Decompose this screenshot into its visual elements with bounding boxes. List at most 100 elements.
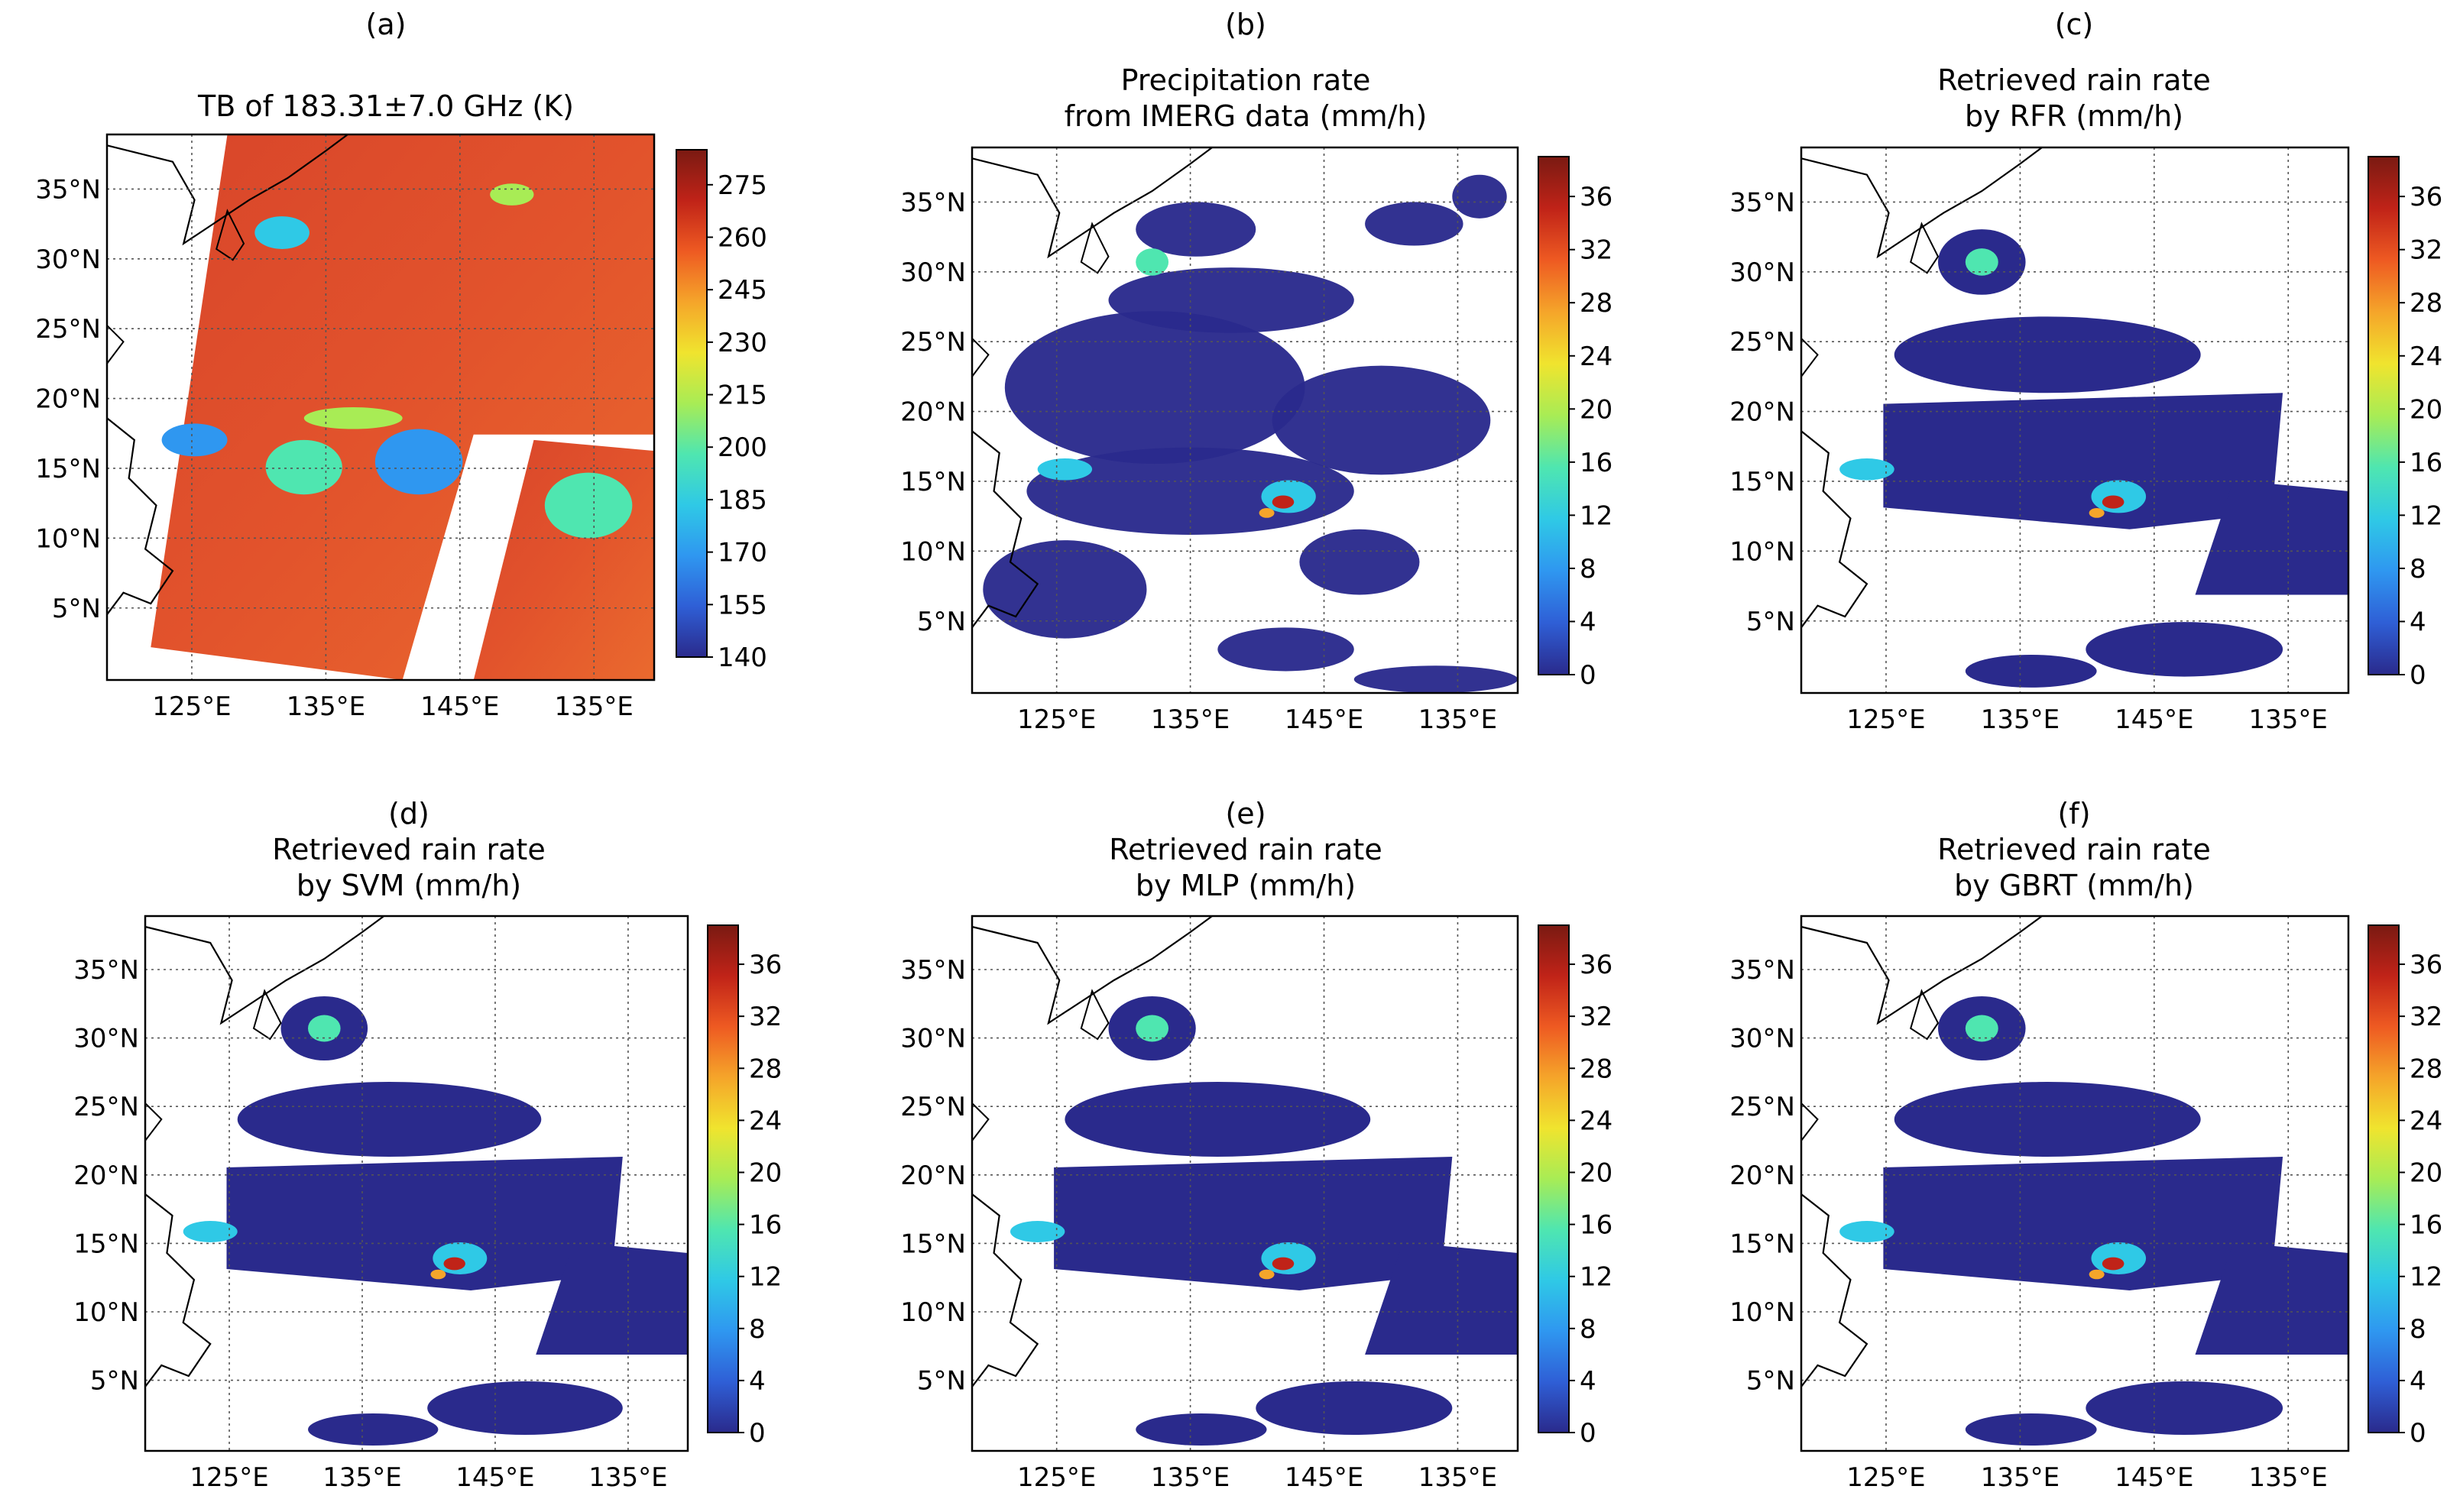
colorbar-tick-label: 0 bbox=[2410, 1418, 2426, 1449]
x-tick-label: 145°E bbox=[1285, 1462, 1363, 1493]
y-tick-label: 35°N bbox=[35, 174, 101, 205]
colorbar-tick-label: 4 bbox=[1580, 1366, 1596, 1397]
colorbar-tick-label: 20 bbox=[1580, 1157, 1612, 1188]
y-tick-label: 10°N bbox=[1729, 536, 1795, 567]
colorbar-tick-label: 155 bbox=[718, 590, 767, 620]
panel-label: (c) bbox=[2055, 8, 2094, 41]
colorbar-tick-label: 28 bbox=[749, 1054, 782, 1084]
panel-title-line: from IMERG data (mm/h) bbox=[1065, 99, 1428, 133]
coastline-kyushu bbox=[216, 209, 245, 261]
map-frame bbox=[971, 146, 1519, 694]
colorbar-tick-label: 24 bbox=[2410, 1106, 2442, 1136]
coastline-kyushu bbox=[1910, 222, 1940, 274]
colorbar-tick-label: 20 bbox=[1580, 394, 1612, 425]
y-tick-label: 5°N bbox=[90, 1366, 139, 1397]
precipitation-field bbox=[1839, 229, 2348, 688]
colorbar-tick-label: 24 bbox=[1580, 342, 1612, 372]
y-tick-label: 15°N bbox=[900, 467, 966, 497]
y-tick-label: 15°N bbox=[1729, 1229, 1795, 1259]
tb-field bbox=[151, 134, 654, 680]
colorbar-tick-label: 260 bbox=[718, 222, 767, 253]
y-tick-label: 5°N bbox=[52, 594, 101, 624]
map-frame bbox=[105, 133, 656, 682]
y-tick-label: 25°N bbox=[900, 327, 966, 358]
y-tick-label: 5°N bbox=[917, 607, 966, 637]
y-tick-label: 35°N bbox=[73, 955, 139, 986]
colorbar-tick-label: 36 bbox=[2410, 950, 2442, 980]
coastline-taiwan bbox=[1800, 338, 1819, 377]
colorbar-tick-label: 36 bbox=[749, 950, 782, 980]
colorbar-tick-label: 8 bbox=[1580, 1314, 1596, 1345]
map-panel-f: 125°E 135°E 145°E 135°E 35°N 30°N 25°N 20°N 15°N… bbox=[1729, 797, 2442, 1493]
colorbar-tick-label: 0 bbox=[749, 1418, 766, 1449]
colorbar-tick-label: 24 bbox=[749, 1106, 782, 1136]
panel-label: (b) bbox=[1225, 8, 1266, 41]
x-tick-label: 135°E bbox=[2249, 1462, 2328, 1493]
x-tick-label: 125°E bbox=[190, 1462, 268, 1493]
precipitation-field bbox=[1839, 996, 2348, 1446]
y-tick-label: 15°N bbox=[1729, 467, 1795, 497]
colorbar bbox=[2368, 924, 2400, 1433]
y-tick-label: 35°N bbox=[1729, 955, 1795, 986]
y-tick-label: 10°N bbox=[900, 1297, 966, 1328]
colorbar bbox=[676, 149, 708, 658]
y-tick-label: 25°N bbox=[900, 1092, 966, 1122]
colorbar bbox=[707, 924, 739, 1433]
colorbar-tick-label: 16 bbox=[1580, 448, 1612, 478]
colorbar-tick-label: 32 bbox=[1580, 1002, 1612, 1032]
colorbar-tick-label: 200 bbox=[718, 432, 767, 463]
y-tick-label: 35°N bbox=[1729, 187, 1795, 218]
coastline-kyushu bbox=[1080, 989, 1110, 1041]
coastline-japan bbox=[971, 147, 1213, 259]
panel-label: (f) bbox=[2057, 797, 2090, 830]
colorbar-tick-label: 4 bbox=[2410, 1366, 2426, 1397]
x-tick-label: 135°E bbox=[1151, 1462, 1230, 1493]
x-tick-label: 135°E bbox=[588, 1462, 667, 1493]
y-tick-label: 5°N bbox=[917, 1366, 966, 1397]
map-frame bbox=[144, 915, 689, 1452]
coastline-taiwan bbox=[144, 1102, 163, 1141]
panel-label: (e) bbox=[1225, 797, 1266, 830]
coastline-philippines bbox=[1800, 430, 1868, 628]
y-tick-label: 30°N bbox=[900, 1024, 966, 1054]
colorbar-tick-label: 12 bbox=[1580, 1262, 1612, 1293]
precipitation-field bbox=[1010, 996, 1518, 1446]
colorbar-tick-label: 32 bbox=[749, 1002, 782, 1032]
y-tick-label: 25°N bbox=[35, 314, 101, 345]
colorbar-tick-label: 36 bbox=[2410, 182, 2442, 212]
y-tick-label: 20°N bbox=[900, 397, 966, 428]
x-tick-label: 125°E bbox=[1846, 704, 1925, 735]
coastline-philippines bbox=[144, 1193, 212, 1387]
y-tick-label: 5°N bbox=[1746, 607, 1795, 637]
colorbar-tick-label: 24 bbox=[2410, 342, 2442, 372]
coastline-philippines bbox=[971, 430, 1039, 628]
x-tick-label: 135°E bbox=[555, 691, 634, 722]
colorbar bbox=[1538, 924, 1570, 1433]
colorbar-tick-label: 185 bbox=[718, 485, 767, 516]
y-tick-label: 10°N bbox=[35, 523, 101, 554]
y-tick-label: 20°N bbox=[1729, 397, 1795, 428]
y-tick-label: 25°N bbox=[73, 1092, 139, 1122]
colorbar-tick-label: 4 bbox=[749, 1366, 766, 1397]
colorbar-tick-label: 28 bbox=[1580, 288, 1612, 319]
coastline-japan bbox=[106, 134, 348, 246]
map-panel-c: 125°E 135°E 145°E 135°E 35°N 30°N 25°N 20°N 15°N… bbox=[1729, 8, 2442, 735]
colorbar-tick-label: 24 bbox=[1580, 1106, 1612, 1136]
y-tick-label: 15°N bbox=[900, 1229, 966, 1259]
y-tick-label: 35°N bbox=[900, 955, 966, 986]
panel-title-line: by RFR (mm/h) bbox=[1965, 99, 2183, 133]
colorbar-tick-label: 0 bbox=[1580, 660, 1596, 691]
panel-title-line: Retrieved rain rate bbox=[1937, 833, 2210, 866]
y-tick-label: 20°N bbox=[1729, 1161, 1795, 1191]
x-tick-label: 125°E bbox=[1017, 704, 1096, 735]
x-tick-label: 135°E bbox=[2249, 704, 2328, 735]
x-tick-label: 125°E bbox=[1017, 1462, 1096, 1493]
y-tick-label: 30°N bbox=[1729, 1024, 1795, 1054]
colorbar-tick-label: 16 bbox=[2410, 448, 2442, 478]
panel-label: (d) bbox=[388, 797, 429, 830]
colorbar-tick-label: 12 bbox=[1580, 500, 1612, 531]
panel-title-line: Retrieved rain rate bbox=[1109, 833, 1382, 866]
colorbar-tick-label: 170 bbox=[718, 538, 767, 568]
y-tick-label: 5°N bbox=[1746, 1366, 1795, 1397]
